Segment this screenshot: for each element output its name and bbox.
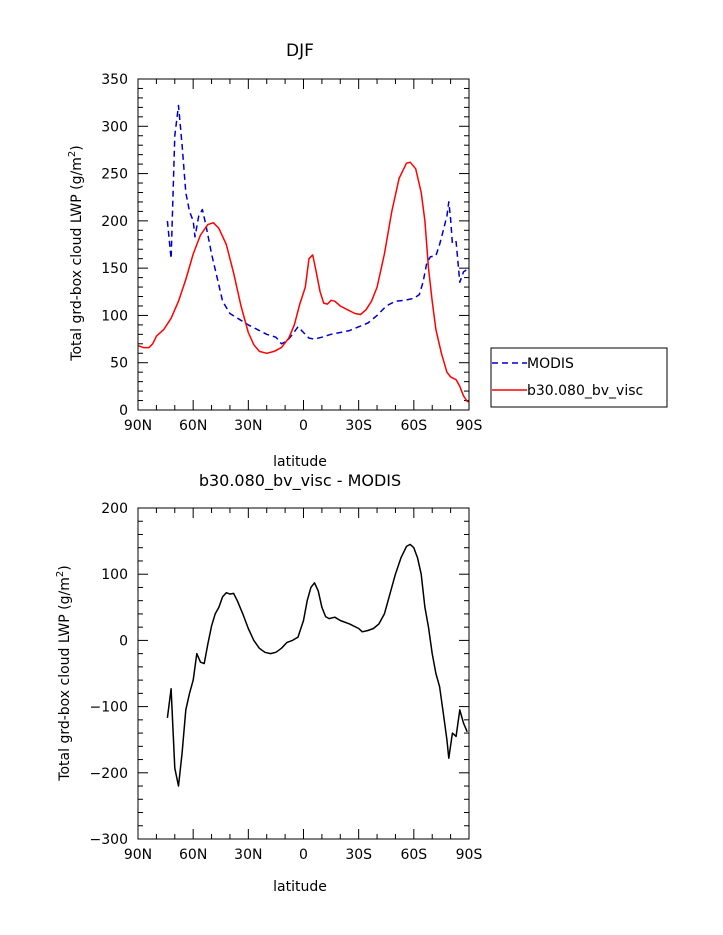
chart-bottom-ytick-label: −300 — [90, 832, 128, 848]
chart-top: DJF latitude Total grd-box cloud LWP (g/… — [67, 41, 668, 470]
chart-top-ytick-label: 300 — [101, 119, 128, 135]
chart-top-ytick-label: 50 — [110, 356, 128, 372]
chart-top-xlabel: latitude — [273, 454, 327, 470]
chart-top-ytick-label: 200 — [101, 214, 128, 230]
chart-top-lines — [137, 104, 470, 403]
chart-bottom-ytick-label: 0 — [119, 633, 128, 649]
chart-top-title: DJF — [286, 41, 314, 61]
legend-label-modis: MODIS — [527, 356, 574, 372]
chart-bottom-ytick-label: 200 — [101, 501, 128, 517]
chart-bottom-ylabel-sup: 2 — [55, 571, 66, 577]
chart-bottom-ytick-label: −100 — [90, 700, 128, 716]
chart-top-series-b30-080-bv-visc — [137, 161, 469, 403]
chart-top-xtick-label: 30S — [345, 418, 372, 434]
chart-top-ylabel-end: ) — [69, 145, 85, 150]
chart-bottom-title: b30.080_bv_visc - MODIS — [199, 471, 401, 491]
legend: MODIS b30.080_bv_visc — [490, 347, 668, 408]
chart-top-ylabel-sup: 2 — [67, 151, 78, 157]
chart-bottom-ylabel-end: ) — [57, 565, 73, 570]
chart-top-ticks: 90N 60N 30N 0 30S 60S 90S 0 50 100 150 200 250 300 350 — [101, 72, 482, 434]
chart-top-xtick-label: 0 — [299, 418, 308, 434]
chart-top-ytick-label: 100 — [101, 308, 128, 324]
chart-top-series-modis — [166, 104, 470, 345]
chart-top-xtick-label: 90N — [124, 418, 152, 434]
legend-box — [490, 347, 668, 408]
chart-bottom-xtick-label: 0 — [299, 847, 308, 863]
chart-bottom: b30.080_bv_visc - MODIS latitude Total g… — [55, 471, 482, 895]
chart-top-ylabel-main: Total grd-box cloud LWP (g/m — [69, 157, 85, 362]
chart-top-xtick-label: 90S — [456, 418, 483, 434]
chart-top-xtick-label: 60S — [400, 418, 427, 434]
chart-bottom-xlabel: latitude — [273, 879, 327, 895]
chart-bottom-ytick-label: 100 — [101, 567, 128, 583]
chart-top-ytick-label: 0 — [119, 403, 128, 419]
chart-top-ylabel: Total grd-box cloud LWP (g/m2) — [67, 145, 85, 361]
chart-bottom-xtick-label: 60S — [400, 847, 427, 863]
chart-bottom-ylabel: Total grd-box cloud LWP (g/m2) — [55, 565, 73, 781]
chart-bottom-ylabel-main: Total grd-box cloud LWP (g/m — [57, 577, 73, 782]
chart-bottom-xtick-label: 90S — [456, 847, 483, 863]
chart-top-ytick-label: 250 — [101, 167, 128, 183]
chart-bottom-lines — [166, 543, 468, 787]
chart-bottom-series-0 — [166, 543, 468, 787]
chart-bottom-ytick-label: −200 — [90, 766, 128, 782]
chart-top-frame — [137, 78, 470, 411]
chart-top-ytick-label: 150 — [101, 261, 128, 277]
chart-bottom-xtick-label: 30S — [345, 847, 372, 863]
chart-bottom-frame — [137, 507, 470, 840]
chart-bottom-xtick-label: 30N — [234, 847, 262, 863]
chart-top-ytick-label: 350 — [101, 72, 128, 88]
chart-bottom-ticks: 90N 60N 30N 0 30S 60S 90S −300 −200 −100 0 100 200 — [90, 501, 483, 863]
chart-top-xtick-label: 60N — [179, 418, 207, 434]
chart-bottom-xtick-label: 60N — [179, 847, 207, 863]
chart-top-xtick-label: 30N — [234, 418, 262, 434]
chart-bottom-xtick-label: 90N — [124, 847, 152, 863]
legend-label-model: b30.080_bv_visc — [527, 383, 643, 399]
